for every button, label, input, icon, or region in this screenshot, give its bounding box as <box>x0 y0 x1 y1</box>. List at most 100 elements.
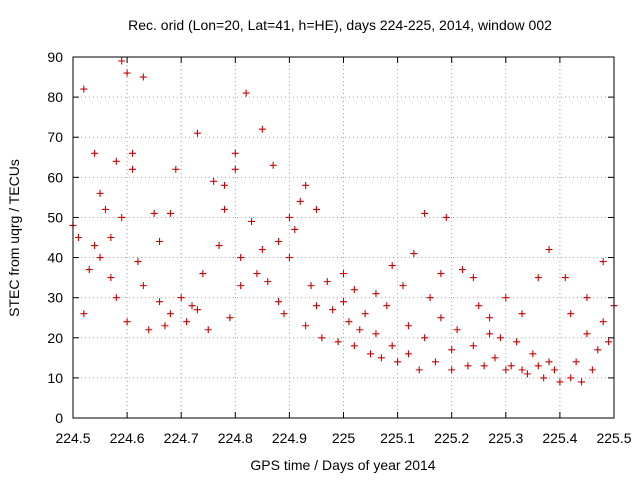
data-point <box>518 366 526 374</box>
data-point <box>275 238 283 246</box>
data-point <box>291 225 299 233</box>
data-point <box>150 209 158 217</box>
data-point <box>231 149 239 157</box>
data-point <box>280 310 288 318</box>
data-point <box>139 73 147 81</box>
data-point <box>350 286 358 294</box>
data-point <box>556 378 564 386</box>
chart-title: Rec. orid (Lon=20, Lat=41, h=HE), days 2… <box>128 17 552 33</box>
x-tick-label: 225.3 <box>488 430 523 446</box>
data-point <box>502 366 510 374</box>
data-point <box>74 234 82 241</box>
data-points <box>69 57 618 386</box>
data-point <box>188 302 196 310</box>
data-point <box>410 250 418 258</box>
x-tick-label: 224.8 <box>218 430 253 446</box>
data-point <box>134 258 142 266</box>
data-point <box>383 302 391 310</box>
data-point <box>296 197 304 205</box>
data-point <box>312 205 320 213</box>
data-point <box>161 322 169 330</box>
data-point <box>540 374 548 382</box>
data-point <box>567 374 575 382</box>
data-point <box>550 366 558 374</box>
data-point <box>356 326 364 334</box>
y-tick-label: 40 <box>47 250 63 266</box>
data-point <box>394 358 402 366</box>
data-point <box>605 338 613 346</box>
data-point <box>177 294 185 302</box>
data-point <box>448 366 456 374</box>
data-point <box>118 213 126 221</box>
data-point <box>156 238 164 246</box>
data-point <box>91 149 99 157</box>
data-point <box>599 258 607 266</box>
data-point <box>302 322 310 330</box>
data-point <box>361 310 369 318</box>
data-point <box>107 274 115 282</box>
data-point <box>129 165 137 173</box>
x-axis-label: GPS time / Days of year 2014 <box>250 457 435 473</box>
data-point <box>199 270 207 278</box>
data-point <box>193 129 201 137</box>
data-point <box>183 318 191 326</box>
data-point <box>545 358 553 366</box>
data-point <box>491 354 499 362</box>
data-point <box>204 326 212 334</box>
data-point <box>545 246 553 254</box>
x-tick-label: 225.4 <box>542 430 577 446</box>
data-point <box>567 310 575 318</box>
data-point <box>437 270 445 278</box>
x-tick-label: 225.1 <box>380 430 415 446</box>
data-point <box>166 310 174 318</box>
data-point <box>502 294 510 302</box>
data-point <box>237 282 245 290</box>
data-point <box>340 298 347 306</box>
data-point <box>340 270 347 278</box>
data-point <box>210 177 218 185</box>
data-point <box>475 302 483 310</box>
data-point <box>101 205 109 213</box>
data-point <box>529 350 537 358</box>
data-point <box>448 346 456 354</box>
data-point <box>453 326 461 334</box>
y-tick-label: 90 <box>47 49 63 65</box>
data-point <box>80 85 88 93</box>
x-tick-label: 225 <box>332 430 356 446</box>
x-axis-tick-labels: 224.5 224.6 224.7 224.8 224.9 225 225.1 225.2 22… <box>55 430 631 446</box>
data-point <box>193 306 201 314</box>
data-point <box>486 330 494 338</box>
data-point <box>534 362 542 370</box>
data-point <box>123 69 131 77</box>
data-point <box>91 242 99 250</box>
y-tick-label: 30 <box>47 290 63 306</box>
y-tick-label: 60 <box>47 169 63 185</box>
data-point <box>459 266 467 274</box>
data-point <box>318 334 326 342</box>
data-point <box>486 314 494 322</box>
data-point <box>107 234 115 241</box>
y-tick-label: 10 <box>47 370 63 386</box>
data-point <box>350 342 358 350</box>
data-point <box>123 318 131 326</box>
x-tick-label: 224.6 <box>110 430 145 446</box>
x-tick-label: 225.5 <box>596 430 631 446</box>
data-point <box>507 362 515 370</box>
data-point <box>334 338 342 346</box>
data-point <box>594 346 602 354</box>
data-point <box>426 294 434 302</box>
axis-ticks <box>72 56 615 419</box>
x-tick-label: 225.2 <box>434 430 469 446</box>
data-point <box>129 149 137 157</box>
data-point <box>166 209 174 217</box>
y-tick-label: 80 <box>47 89 63 105</box>
data-point <box>464 362 472 370</box>
data-point <box>404 322 412 330</box>
data-point <box>275 298 283 306</box>
data-point <box>561 274 569 282</box>
data-point <box>248 217 256 225</box>
data-point <box>415 366 423 374</box>
data-point <box>588 366 596 374</box>
y-axis-tick-labels: 0 10 20 30 40 50 60 70 80 90 <box>47 49 63 426</box>
